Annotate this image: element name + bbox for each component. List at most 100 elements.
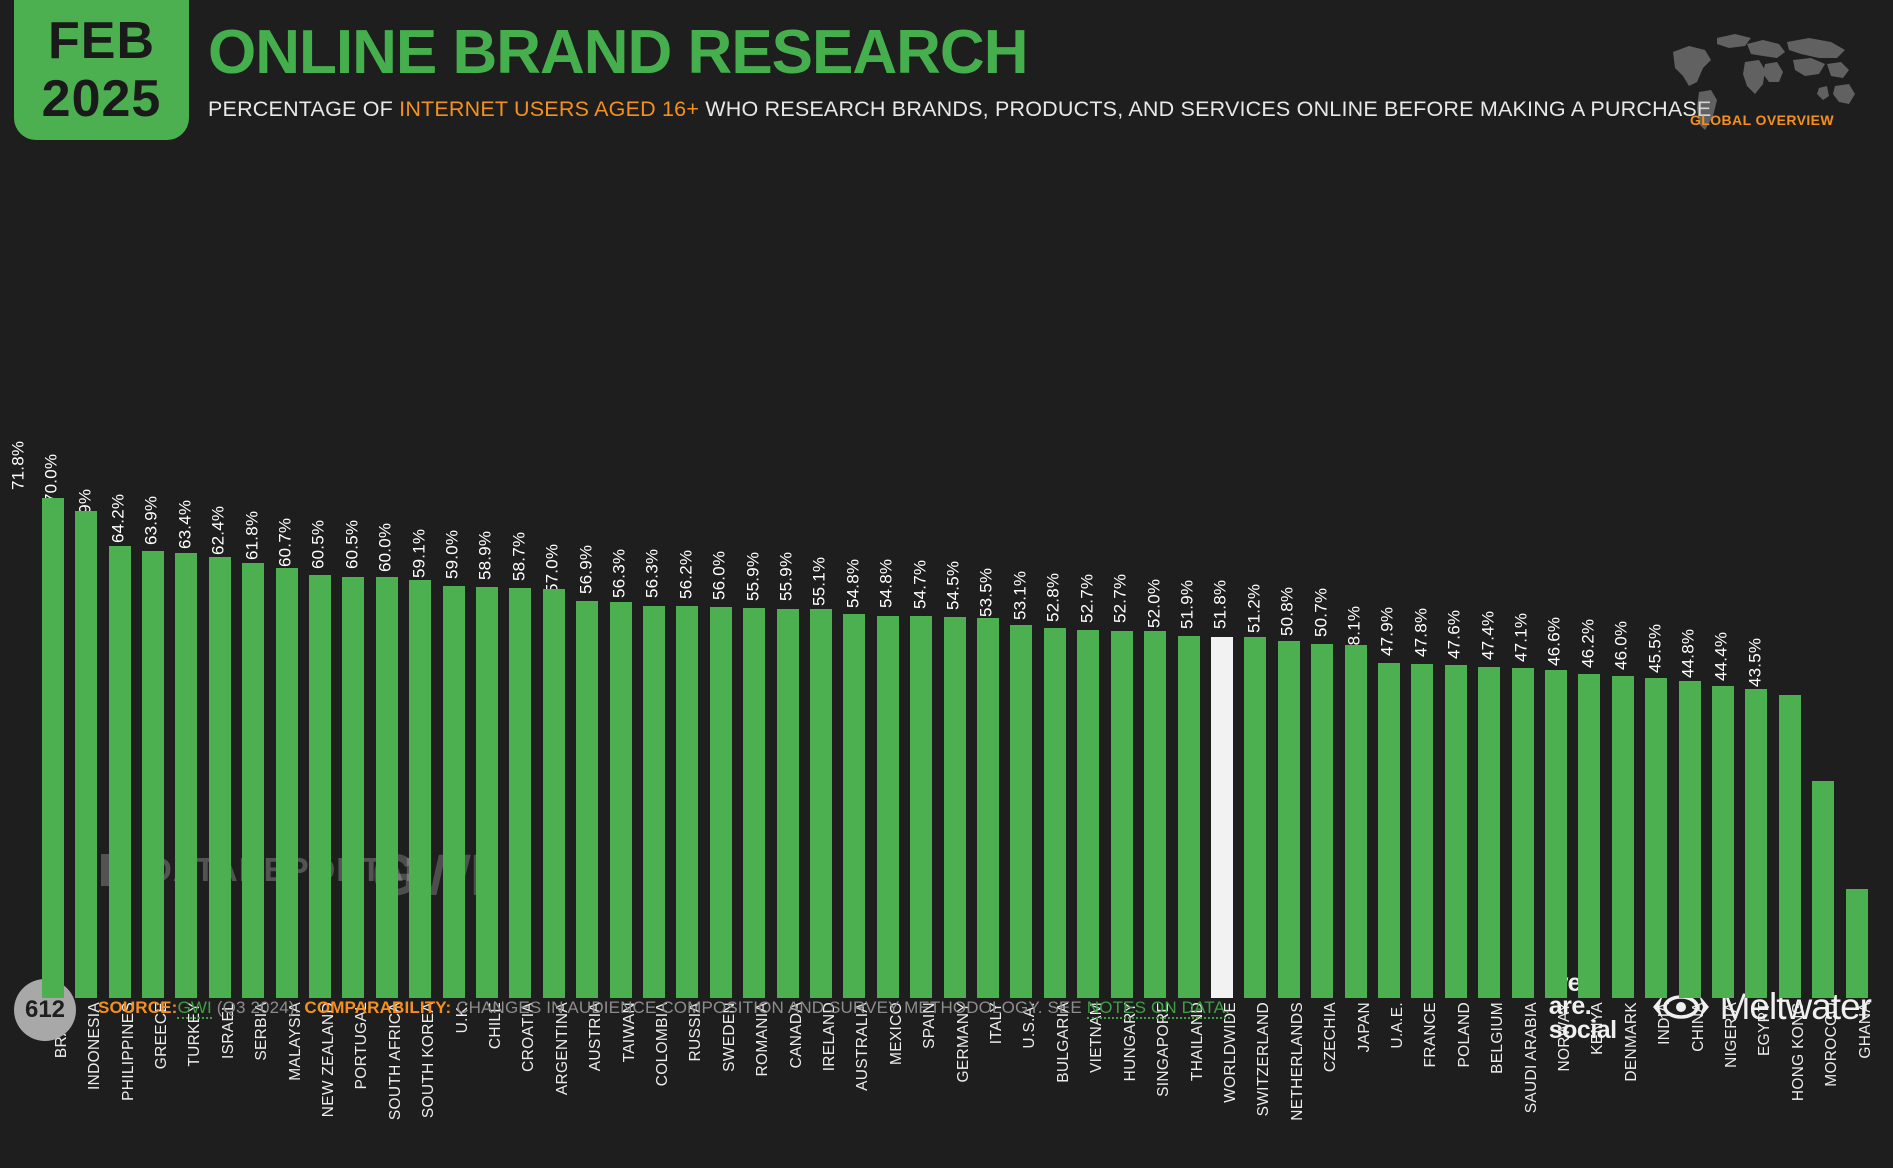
bar-rect[interactable] [1611, 676, 1634, 998]
bar-column[interactable]: 52.7% [1077, 193, 1138, 998]
bar-column[interactable]: 51.9% [1177, 193, 1238, 998]
bar-rect[interactable] [810, 608, 833, 998]
bar-column[interactable]: 57.0% [543, 193, 604, 998]
bar-rect[interactable] [1277, 641, 1300, 998]
bar-column[interactable]: 43.5% [1745, 193, 1806, 998]
bar-column[interactable]: 54.7% [910, 193, 971, 998]
bar-column[interactable]: 45.5% [1645, 193, 1706, 998]
bar-column[interactable]: 47.6% [1445, 193, 1505, 998]
bar-rect[interactable] [1578, 673, 1601, 998]
bar-rect[interactable] [141, 550, 164, 998]
bar-rect[interactable] [1177, 635, 1200, 998]
bar-column[interactable]: 44.8% [1678, 193, 1739, 998]
bar-column[interactable]: 54.8% [877, 193, 938, 998]
bar-rect[interactable] [743, 608, 766, 998]
bar-column[interactable]: 71.8% [8, 193, 69, 998]
bar-rect[interactable] [108, 546, 131, 998]
bar-column[interactable]: 47.4% [1478, 193, 1539, 998]
bar-column[interactable]: 51.8% [1211, 193, 1272, 998]
bar-rect[interactable] [676, 605, 699, 998]
bar-column[interactable]: 47.1% [1511, 193, 1572, 998]
bar-column[interactable]: 51.2% [1244, 193, 1305, 998]
bar-rect[interactable] [1778, 695, 1801, 998]
bar-column[interactable]: 55.9% [776, 193, 837, 998]
bar-rect[interactable] [1845, 889, 1868, 998]
bar-column[interactable]: 52.7% [1111, 193, 1171, 998]
bar-rect[interactable] [1444, 665, 1467, 998]
bar-rect[interactable] [509, 587, 532, 998]
bar-column[interactable]: 53.5% [977, 193, 1038, 998]
bar-column[interactable]: 60.0% [376, 193, 436, 998]
bar-column[interactable]: 46.0% [1612, 193, 1673, 998]
bar-column[interactable]: 52.8% [1044, 193, 1105, 998]
bar-column[interactable]: 56.2% [676, 193, 737, 998]
bar-rect[interactable] [576, 601, 599, 998]
bar-rect[interactable] [1812, 781, 1835, 998]
bar-rect[interactable] [943, 617, 966, 998]
bar-column[interactable]: 47.9% [1378, 193, 1439, 998]
bar-column[interactable]: 59.1% [409, 193, 470, 998]
bar-rect[interactable] [1110, 631, 1133, 998]
bar-column[interactable]: 60.5% [342, 193, 403, 998]
bar-rect[interactable] [1043, 628, 1066, 998]
bar-rect[interactable] [1244, 637, 1267, 998]
bar-rect[interactable] [1377, 663, 1400, 998]
bar-rect[interactable] [175, 553, 198, 998]
bar-rect[interactable] [41, 498, 64, 998]
bar-rect[interactable] [308, 575, 331, 998]
bar-column[interactable]: 70.0% [42, 193, 102, 998]
bar-column[interactable]: 58.7% [509, 193, 570, 998]
bar-rect[interactable] [977, 618, 1000, 998]
bar-rect[interactable] [1544, 670, 1567, 998]
bar-column[interactable]: 60.5% [309, 193, 370, 998]
notes-on-data-link[interactable]: NOTES ON DATA. [1086, 998, 1230, 1019]
bar-rect[interactable] [542, 589, 565, 998]
bar-column[interactable]: 47.8% [1411, 193, 1472, 998]
bar-column[interactable]: 56.3% [643, 193, 704, 998]
source-value[interactable]: GWI [177, 998, 212, 1019]
bar-rect[interactable] [208, 556, 231, 998]
bar-rect[interactable] [876, 616, 899, 998]
bar-column[interactable]: 44.4% [1712, 193, 1773, 998]
bar-column[interactable]: 59.0% [442, 193, 503, 998]
bar-rect[interactable] [242, 563, 265, 998]
bar-rect[interactable] [1712, 686, 1735, 998]
bar-rect[interactable] [643, 605, 666, 998]
bar-column[interactable]: 56.9% [576, 193, 637, 998]
bar-column[interactable]: 46.2% [1578, 193, 1639, 998]
bar-column[interactable]: 52.0% [1144, 193, 1205, 998]
bar-column[interactable]: 48.1% [1344, 193, 1405, 998]
bar-column[interactable]: 50.8% [1278, 193, 1338, 998]
bar-column[interactable]: 63.9% [142, 193, 203, 998]
bar-column[interactable]: 62.4% [209, 193, 269, 998]
bar-column[interactable]: 56.0% [710, 193, 771, 998]
bar-rect[interactable] [275, 567, 298, 998]
bar-column[interactable]: 64.9% [75, 193, 136, 998]
bar-column[interactable]: 31.1% [1779, 193, 1840, 998]
bar-rect[interactable] [843, 614, 866, 998]
bar-rect[interactable] [375, 576, 398, 998]
bar-rect[interactable] [1478, 666, 1501, 998]
bar-rect[interactable] [1144, 631, 1167, 998]
bar-rect[interactable] [1511, 667, 1534, 998]
bar-column[interactable]: 54.5% [943, 193, 1004, 998]
bar-column[interactable]: 60.7% [275, 193, 336, 998]
bar-column[interactable]: 63.4% [175, 193, 236, 998]
bar-column[interactable]: 56.3% [609, 193, 670, 998]
bar-column[interactable]: 61.8% [242, 193, 303, 998]
bar-column[interactable]: 53.1% [1010, 193, 1071, 998]
bar-rect[interactable] [1077, 630, 1100, 998]
bar-rect[interactable] [342, 576, 365, 998]
bar-column[interactable]: 55.9% [743, 193, 804, 998]
bar-rect[interactable] [1745, 688, 1768, 998]
bar-column[interactable]: 55.1% [810, 193, 871, 998]
bar-rect[interactable] [475, 587, 498, 998]
bar-column[interactable]: 50.7% [1311, 193, 1372, 998]
bar-rect[interactable] [776, 608, 799, 998]
bar-rect[interactable] [442, 586, 465, 998]
bar-rect[interactable] [709, 606, 732, 998]
bar-worldwide[interactable] [1210, 636, 1233, 998]
bar-column[interactable]: 46.6% [1545, 193, 1606, 998]
bar-rect[interactable] [1645, 677, 1668, 998]
bar-rect[interactable] [1678, 681, 1701, 998]
